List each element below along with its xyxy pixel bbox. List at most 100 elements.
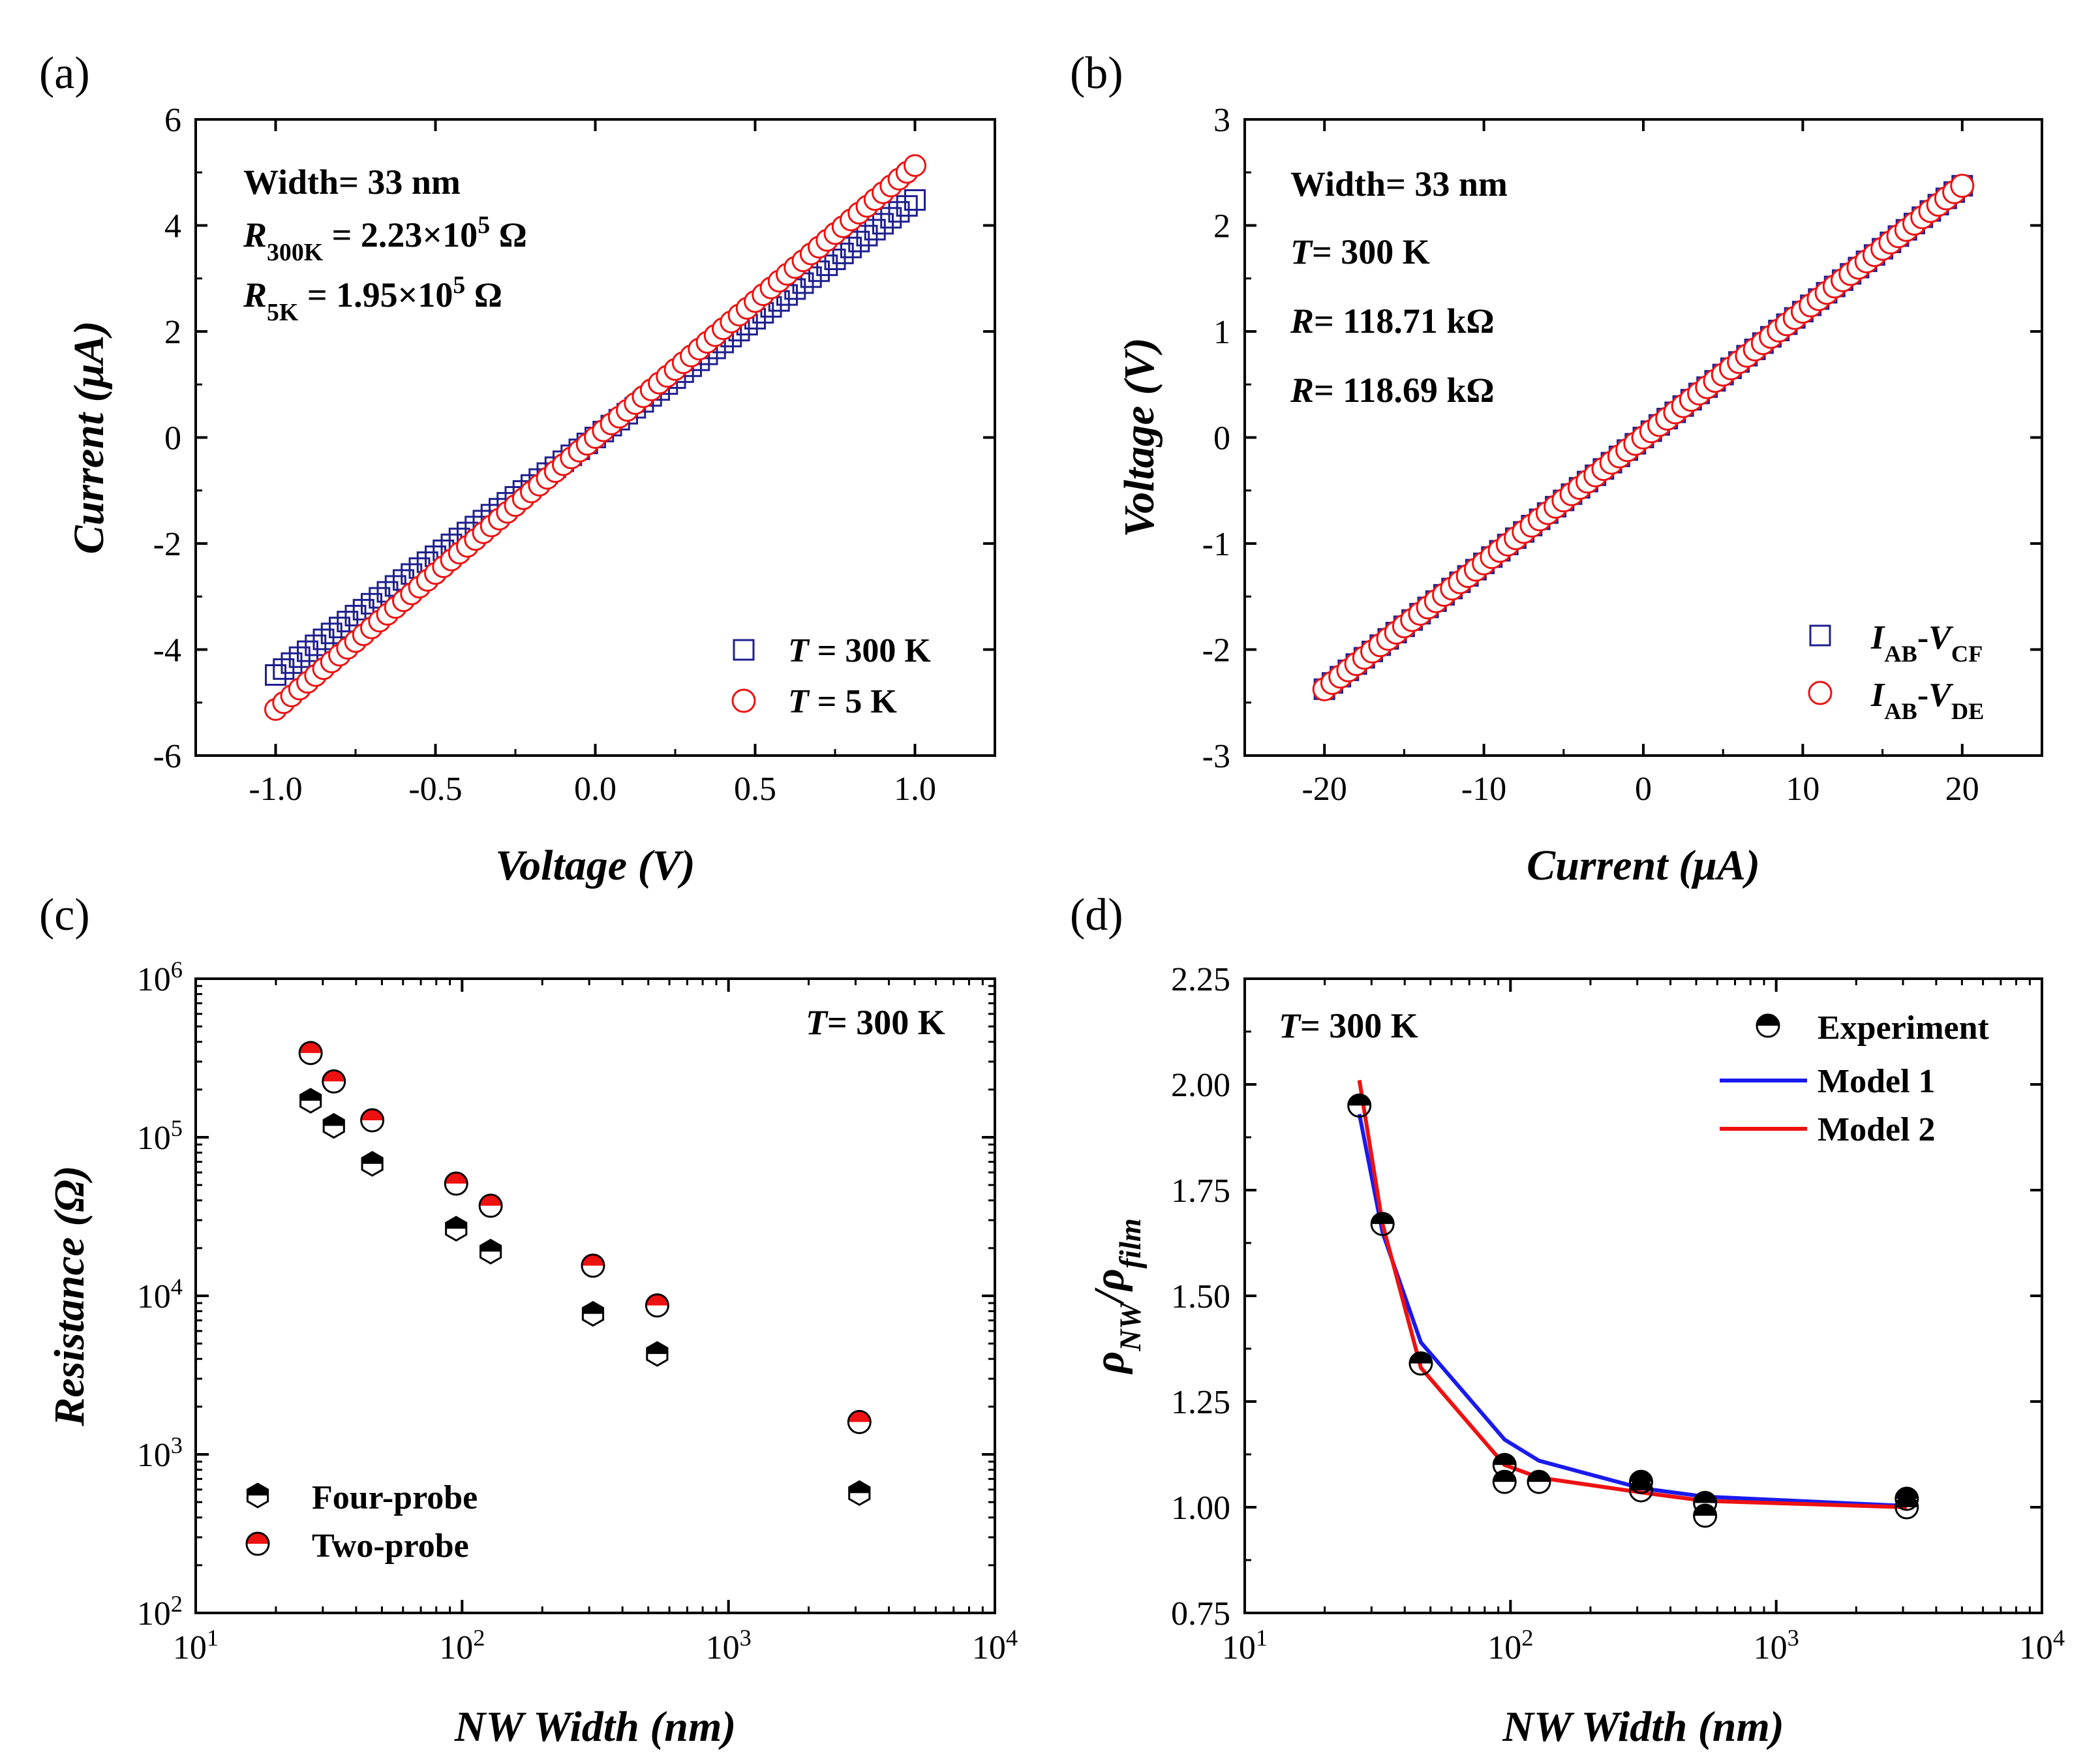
marker-outline <box>581 1300 605 1327</box>
marker-outline <box>1408 1351 1433 1376</box>
data-point <box>298 1041 323 1065</box>
marker-outline <box>478 1193 503 1218</box>
marker-top-fill <box>322 1070 345 1082</box>
marker-top-fill <box>247 1484 268 1495</box>
legend-label-iab-vcf: IAB-VCF <box>1870 619 1983 667</box>
data-point <box>1492 1452 1517 1477</box>
data-point <box>904 154 926 177</box>
y-axis-title: Resistance (Ω) <box>46 1165 93 1426</box>
y-tick-label: 3 <box>1213 102 1230 139</box>
y-tick-label: 1.00 <box>1171 1490 1230 1527</box>
marker-outline <box>1756 1013 1780 1038</box>
legend-label-experiment: Experiment <box>1818 1009 1990 1047</box>
marker-outline <box>1693 1503 1718 1528</box>
legend-label-model-2: Model 2 <box>1818 1111 1936 1148</box>
panel-label: (d) <box>1070 890 1123 940</box>
marker-outline <box>322 1112 345 1139</box>
y-tick-label: 106 <box>137 957 183 998</box>
legend: IAB-VCF IAB-VDE <box>1808 619 1984 724</box>
data-point <box>329 617 350 639</box>
legend-label-two-probe: Two-probe <box>312 1527 469 1565</box>
data-point <box>1693 1491 1718 1516</box>
marker-top-fill <box>646 1294 669 1306</box>
x-tick-label: 103 <box>706 1625 752 1666</box>
marker-outline <box>299 1088 322 1114</box>
legend-marker-iab-vcf <box>1809 624 1831 647</box>
y-tick-label: 1 <box>1213 314 1230 351</box>
series-two-probe <box>298 1041 872 1434</box>
data-point <box>344 605 367 626</box>
marker-top-fill <box>445 1173 468 1184</box>
x-tick-label: -1.0 <box>249 771 302 808</box>
marker-top-fill <box>1757 1015 1779 1026</box>
annotation-temp: T= 300 K <box>806 1003 945 1042</box>
legend-marker-four-probe <box>246 1482 269 1509</box>
data-point <box>312 628 335 651</box>
x-axis-title: Voltage (V) <box>495 842 695 889</box>
series-four-probe <box>299 1088 871 1507</box>
marker-top-fill <box>1895 1488 1918 1499</box>
marker-outline <box>444 1171 468 1196</box>
data-point <box>888 201 910 223</box>
data-point <box>360 1108 385 1133</box>
data-point <box>1347 1093 1372 1118</box>
annotation-temp: T= 300 K <box>1290 232 1430 271</box>
data-point <box>896 195 918 217</box>
x-tick-label: 102 <box>1487 1625 1533 1666</box>
data-point <box>581 1300 605 1327</box>
marker-outline <box>361 1150 384 1177</box>
x-tick-label: 0.0 <box>574 771 616 808</box>
marker-top-fill <box>1528 1471 1551 1482</box>
data-point <box>337 611 359 633</box>
data-point <box>824 249 846 270</box>
legend-label-four-probe: Four-probe <box>312 1479 478 1516</box>
marker-top-fill <box>1630 1479 1652 1491</box>
y-tick-label: -6 <box>153 738 181 775</box>
series-t5k <box>264 154 926 721</box>
x-axis-title: Current (μA) <box>1527 842 1760 889</box>
y-tick-label: 0 <box>1213 420 1230 457</box>
marker-outline <box>1895 1486 1919 1511</box>
x-tick-label: 101 <box>1222 1625 1268 1666</box>
legend: T = 300 K T = 5 K <box>731 632 931 720</box>
marker-top-fill <box>1371 1212 1394 1224</box>
marker-outline <box>360 1108 385 1133</box>
marker-outline <box>1492 1469 1517 1494</box>
marker-outline <box>847 1409 872 1434</box>
marker-top-fill <box>647 1342 667 1355</box>
data-point <box>273 658 295 680</box>
y-tick-label: 104 <box>137 1274 183 1315</box>
x-axis-title: NW Width (nm) <box>454 1703 737 1751</box>
marker-outline <box>1527 1469 1551 1494</box>
panel-a: (a) -1.0 -0.5 0.0 0.5 1.0 -6 -4 -2 0 2 4 6 Voltage (V… <box>39 48 996 889</box>
x-tick-label: -10 <box>1461 771 1506 808</box>
x-tick-label: 10 <box>1786 771 1819 808</box>
data-point <box>856 224 878 247</box>
x-tick-label: 103 <box>1754 1625 1799 1666</box>
marker-outline <box>645 1293 669 1318</box>
marker-top-fill <box>361 1109 384 1120</box>
annotation-width: Width= 33 nm <box>1290 164 1508 204</box>
data-point <box>832 242 854 264</box>
panel-label: (a) <box>39 48 90 99</box>
annotation-r-de: R= 118.69 kΩ <box>1290 371 1495 410</box>
y-axis-title: Current (μA) <box>65 321 113 555</box>
marker-top-fill <box>581 1254 604 1266</box>
data-point <box>361 1150 384 1177</box>
data-point <box>322 1112 345 1139</box>
marker-outline <box>1628 1469 1653 1494</box>
marker-top-fill <box>446 1217 466 1229</box>
series-model-1 <box>1357 1113 1907 1509</box>
x-tick-label: -20 <box>1302 771 1347 808</box>
data-point <box>848 1480 871 1507</box>
legend-marker-t5k <box>731 688 756 713</box>
marker-top-fill <box>324 1114 344 1126</box>
annotation-r-cf: R= 118.71 kΩ <box>1290 301 1495 341</box>
marker-outline <box>245 1531 270 1556</box>
data-point <box>445 1216 468 1242</box>
x-tick-label: 20 <box>1945 771 1979 808</box>
y-tick-label: 105 <box>137 1115 183 1157</box>
